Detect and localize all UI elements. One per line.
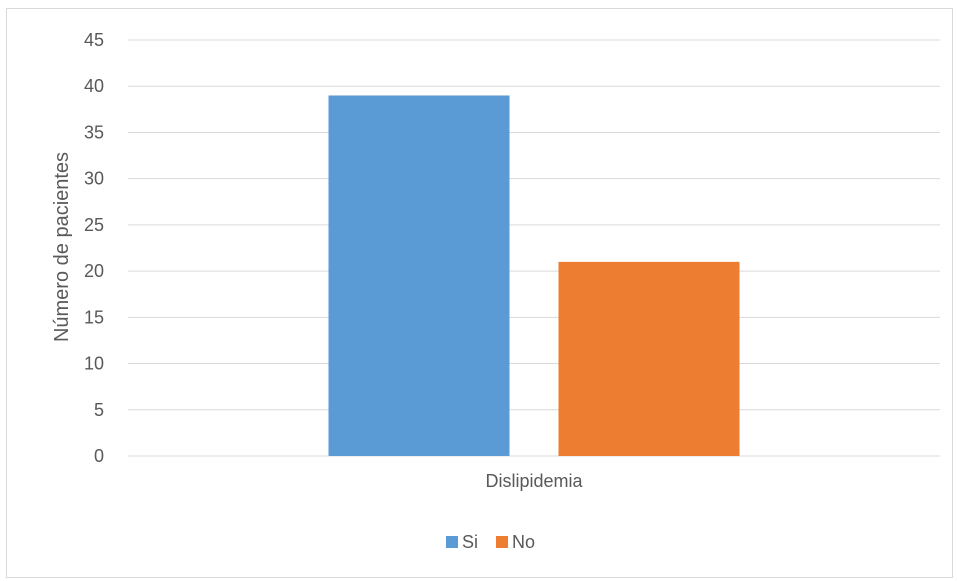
bar-si-dislipidemia <box>328 95 510 456</box>
gridlines <box>128 39 940 457</box>
legend: Si No <box>446 532 535 552</box>
legend-swatch-no <box>496 536 509 548</box>
x-tick-label: Dislipidemia <box>485 471 583 491</box>
y-tick-label: 10 <box>84 354 104 374</box>
legend-swatch-si <box>446 536 458 548</box>
legend-label-no: No <box>512 532 535 552</box>
bar-no-dislipidemia <box>558 261 740 456</box>
y-tick-label: 45 <box>84 30 104 50</box>
y-tick-label: 30 <box>84 169 104 189</box>
y-tick-label: 25 <box>84 215 104 235</box>
y-tick-label: 15 <box>84 307 104 327</box>
y-tick-label: 5 <box>94 400 104 420</box>
y-tick-label: 0 <box>94 446 104 466</box>
y-tick-label: 20 <box>84 261 104 281</box>
legend-label-si: Si <box>462 532 478 552</box>
bars <box>328 95 740 456</box>
y-axis-title: Número de pacientes <box>51 152 73 342</box>
y-tick-label: 35 <box>84 122 104 142</box>
y-tick-label: 40 <box>84 76 104 96</box>
x-axis-tick-labels: Dislipidemia <box>485 471 583 491</box>
y-axis-tick-labels: 0 5 10 15 20 25 30 35 40 45 <box>84 30 104 466</box>
